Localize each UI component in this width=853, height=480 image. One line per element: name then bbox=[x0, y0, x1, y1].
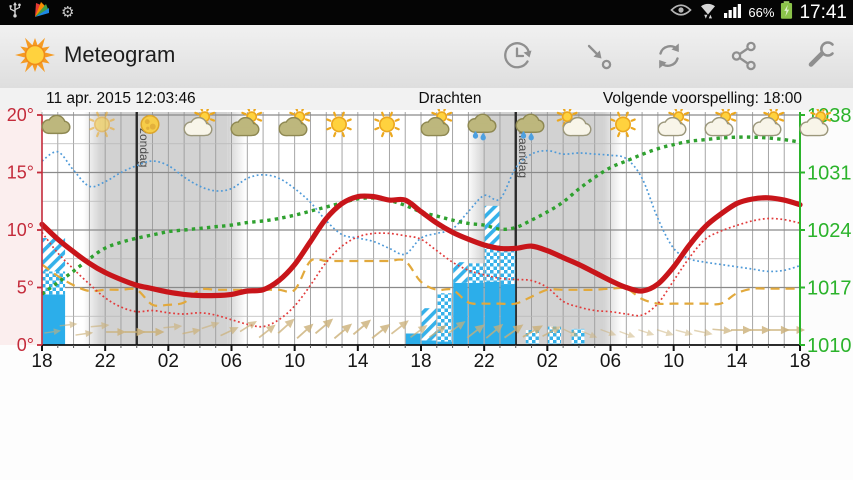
gallery-notification-icon bbox=[32, 1, 52, 24]
svg-text:1024: 1024 bbox=[807, 220, 852, 242]
svg-text:02: 02 bbox=[158, 351, 179, 372]
weather-icon-cloud_sun bbox=[175, 106, 219, 142]
svg-text:06: 06 bbox=[600, 351, 621, 372]
next-forecast-label: Volgende voorspelling: 18:00 bbox=[602, 90, 802, 107]
weather-icon-cloud_sun bbox=[791, 106, 835, 142]
app-logo-sun-icon bbox=[14, 34, 56, 81]
battery-charging-icon bbox=[780, 0, 793, 25]
svg-text:14: 14 bbox=[726, 351, 748, 372]
wrench-icon bbox=[808, 41, 834, 67]
app-bar: Meteogram bbox=[0, 25, 853, 89]
svg-text:10: 10 bbox=[284, 351, 305, 372]
refresh-button[interactable] bbox=[649, 37, 689, 77]
chart-datetime: 11 apr. 2015 12:03:46 bbox=[46, 90, 196, 107]
share-button[interactable] bbox=[724, 37, 764, 77]
history-button[interactable] bbox=[497, 37, 537, 77]
wifi-icon bbox=[698, 2, 718, 24]
weather-icon-sun bbox=[317, 109, 361, 142]
weather-icon-rain bbox=[507, 109, 551, 142]
weather-icon-sun bbox=[601, 109, 645, 142]
svg-text:zondag: zondag bbox=[137, 128, 151, 167]
my-location-icon bbox=[587, 44, 612, 70]
weather-icon-cloud_sun bbox=[412, 106, 456, 142]
app-title: Meteogram bbox=[64, 42, 176, 67]
svg-text:0°: 0° bbox=[17, 335, 34, 355]
weather-icon-cloud_sun bbox=[554, 106, 598, 142]
status-bar: ⚙ bbox=[0, 0, 853, 25]
svg-text:22: 22 bbox=[474, 351, 495, 372]
svg-text:1031: 1031 bbox=[807, 163, 852, 185]
svg-text:22: 22 bbox=[95, 351, 116, 372]
weather-icon-rain bbox=[459, 109, 503, 142]
svg-text:1010: 1010 bbox=[807, 335, 852, 357]
usb-icon bbox=[7, 1, 23, 24]
settings-button[interactable] bbox=[800, 37, 840, 77]
gear-notification-icon: ⚙ bbox=[61, 4, 75, 21]
svg-text:1017: 1017 bbox=[807, 278, 852, 300]
signal-strength-icon bbox=[724, 2, 742, 23]
svg-text:02: 02 bbox=[537, 351, 558, 372]
weather-icon-sun bbox=[365, 109, 409, 142]
history-icon bbox=[504, 42, 532, 69]
clock-time: 17:41 bbox=[799, 2, 847, 23]
weather-icon-cloud_sun bbox=[696, 106, 740, 142]
my-location-button[interactable] bbox=[579, 37, 619, 77]
svg-text:10: 10 bbox=[663, 351, 684, 372]
weather-icon-moon bbox=[128, 109, 172, 142]
svg-text:15°: 15° bbox=[7, 163, 34, 183]
weather-icon-sun bbox=[80, 109, 124, 142]
weather-icon-cloud_sun bbox=[744, 106, 788, 142]
svg-text:10°: 10° bbox=[7, 220, 34, 240]
eye-icon bbox=[670, 3, 693, 22]
svg-text:14: 14 bbox=[347, 351, 369, 372]
svg-text:06: 06 bbox=[221, 351, 242, 372]
meteogram-chart[interactable]: zondag maandag 18 22 02 06 10 14 18 22 02 06 10 14 18 2… bbox=[0, 88, 853, 380]
svg-text:5°: 5° bbox=[17, 278, 34, 298]
svg-text:18: 18 bbox=[410, 351, 431, 372]
svg-text:maandag: maandag bbox=[516, 128, 530, 178]
weather-icon-cloud_sun bbox=[222, 106, 266, 142]
weather-icon-cloud_sun bbox=[649, 106, 693, 142]
chart-location: Drachten bbox=[418, 90, 482, 107]
refresh-icon bbox=[659, 43, 679, 69]
weather-icon-cloud_sun bbox=[270, 106, 314, 142]
svg-text:18: 18 bbox=[31, 351, 52, 372]
svg-text:20°: 20° bbox=[7, 105, 34, 125]
weather-icon-cloud bbox=[33, 109, 77, 142]
svg-text:18: 18 bbox=[789, 351, 810, 372]
share-icon bbox=[731, 41, 756, 71]
battery-percent: 66% bbox=[748, 5, 775, 20]
